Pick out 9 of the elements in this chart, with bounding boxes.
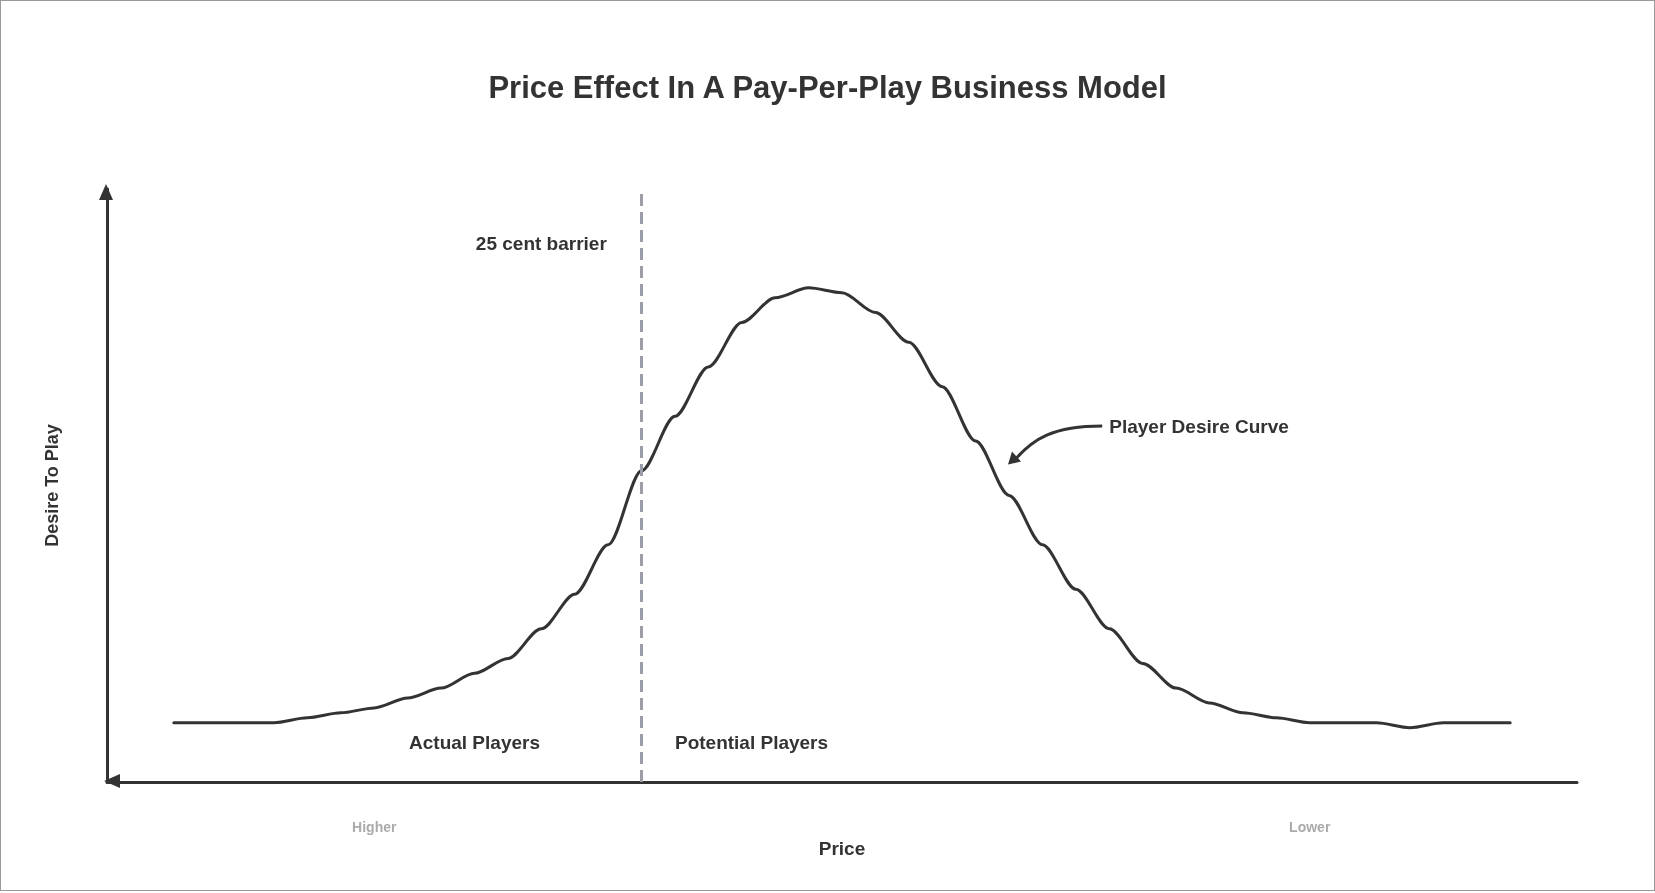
chart-title: Price Effect In A Pay-Per-Play Business Model: [488, 70, 1167, 105]
text: 25 cent barrier: [475, 232, 608, 254]
x-axis-title: Price: [818, 837, 866, 859]
x-tick-label: Higher: [352, 819, 397, 835]
x-tick-label: Lower: [1289, 819, 1331, 835]
annotation: Player Desire Curve: [1109, 415, 1289, 437]
y-axis-title: Desire To Play: [42, 424, 62, 547]
annotation: Potential Players: [674, 731, 829, 753]
annotation: Actual Players: [409, 731, 540, 753]
